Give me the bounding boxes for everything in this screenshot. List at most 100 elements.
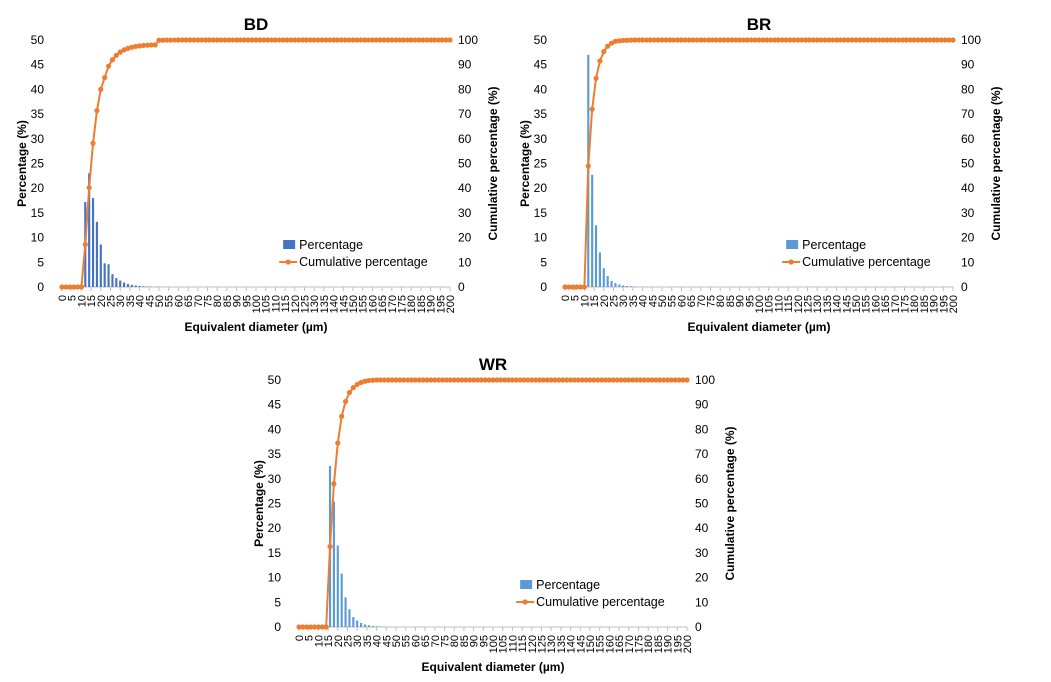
cumulative-point (521, 377, 527, 383)
percentage-bar (363, 624, 367, 627)
x-tick-label: 20 (333, 635, 345, 647)
cumulative-point (737, 37, 743, 43)
cumulative-point (354, 381, 360, 388)
cumulative-point (779, 37, 785, 43)
chart-title: WR (479, 355, 507, 374)
cumulative-point (880, 37, 886, 43)
cumulative-point (498, 377, 504, 383)
y2-tick-label: 40 (961, 181, 975, 195)
cumulative-point (632, 37, 638, 43)
y2-tick-label: 80 (695, 422, 709, 436)
cumulative-point (663, 37, 669, 43)
percentage-bar (115, 278, 118, 287)
cumulative-point (443, 37, 449, 43)
percentage-bar (352, 617, 355, 627)
y2-tick-label: 60 (458, 132, 472, 146)
y2-tick-label: 20 (695, 571, 709, 585)
x-tick-label: 45 (144, 295, 156, 307)
cumulative-point (571, 377, 578, 383)
cumulative-point (284, 37, 290, 43)
x-tick-label: 85 (725, 295, 737, 307)
cumulative-point (834, 37, 840, 43)
cumulative-point (241, 37, 247, 43)
cumulative-point (459, 377, 465, 383)
x-tick-label: 50 (154, 295, 166, 307)
cumulative-point (420, 377, 426, 383)
x-tick-label: 90 (469, 635, 481, 647)
y-tick-label: 50 (534, 33, 548, 47)
cumulative-point (579, 377, 585, 383)
y2-tick-label: 0 (695, 620, 702, 634)
x-tick-label: 195 (435, 295, 447, 313)
percentage-bar (629, 286, 633, 287)
cumulative-point (319, 624, 325, 630)
cumulative-point (927, 37, 933, 43)
cumulative-point (206, 37, 213, 43)
cumulative-point (288, 37, 294, 43)
x-tick-label: 180 (909, 295, 921, 313)
cumulative-point (67, 284, 73, 290)
cumulative-point (938, 37, 944, 43)
cumulative-point (853, 37, 859, 43)
y-tick-label: 10 (534, 231, 548, 245)
cumulative-point (276, 37, 282, 43)
x-tick-label: 30 (115, 295, 127, 307)
cumulative-point (338, 37, 344, 43)
cumulative-point (358, 37, 364, 43)
legend-label-percentage: Percentage (536, 578, 600, 592)
cumulative-point (934, 37, 941, 43)
cumulative-point (377, 37, 383, 43)
cumulative-point (581, 284, 587, 290)
cumulative-point (439, 37, 445, 43)
cumulative-point (931, 37, 937, 43)
percentage-bar (614, 283, 617, 287)
cumulative-point (109, 57, 116, 63)
x-tick-label: 80 (715, 295, 727, 307)
cumulative-point (133, 43, 139, 50)
x-tick-label: 65 (686, 295, 698, 307)
cumulative-point (362, 37, 368, 43)
y-tick-label: 10 (31, 231, 45, 245)
cumulative-point (253, 37, 259, 43)
y-tick-label: 50 (268, 373, 282, 387)
cumulative-point (447, 37, 453, 43)
x-tick-label: 0 (57, 295, 69, 301)
cumulative-point (645, 377, 651, 383)
cumulative-point (365, 37, 372, 43)
x-tick-label: 100 (251, 295, 263, 313)
x-tick-label: 45 (647, 295, 659, 307)
x-tick-label: 25 (343, 635, 355, 647)
cumulative-point (517, 377, 523, 383)
y2-tick-label: 20 (961, 231, 975, 245)
cumulative-point (668, 377, 675, 383)
x-tick-label: 70 (430, 635, 442, 647)
x-tick-label: 95 (478, 635, 490, 647)
x-tick-label: 50 (657, 295, 669, 307)
cumulative-point (140, 42, 147, 49)
x-tick-label: 200 (445, 295, 457, 313)
cumulative-point (113, 52, 119, 58)
cumulative-point (818, 37, 824, 43)
cumulative-line (299, 379, 687, 628)
cumulative-point (354, 37, 360, 43)
cumulative-point (374, 377, 380, 383)
cumulative-point (574, 284, 580, 290)
cumulative-point (680, 377, 686, 383)
cumulative-point (868, 37, 875, 43)
cumulative-point (676, 377, 682, 383)
y-axis-label: Percentage (%) (15, 120, 29, 207)
x-tick-label: 25 (609, 295, 621, 307)
x-tick-label: 95 (241, 295, 253, 307)
percentage-bar (130, 284, 133, 287)
legend-label-cumulative: Cumulative percentage (802, 255, 931, 269)
cumulative-point (257, 37, 263, 43)
y2-tick-label: 50 (458, 157, 472, 171)
x-tick-label: 65 (183, 295, 195, 307)
y2-tick-label: 50 (961, 157, 975, 171)
cumulative-point (552, 377, 558, 383)
chart-wr-svg: WR05101520253035404550010203040506070809… (252, 355, 737, 674)
chart-wr: WR 0 5 10 15 20 25 30 35 40 45 50 0 10 20 30 40 50 60 70 80 9… (237, 340, 737, 681)
x-tick-label: 145 (841, 295, 853, 313)
cumulative-point (657, 377, 663, 383)
cumulative-point (350, 385, 356, 391)
